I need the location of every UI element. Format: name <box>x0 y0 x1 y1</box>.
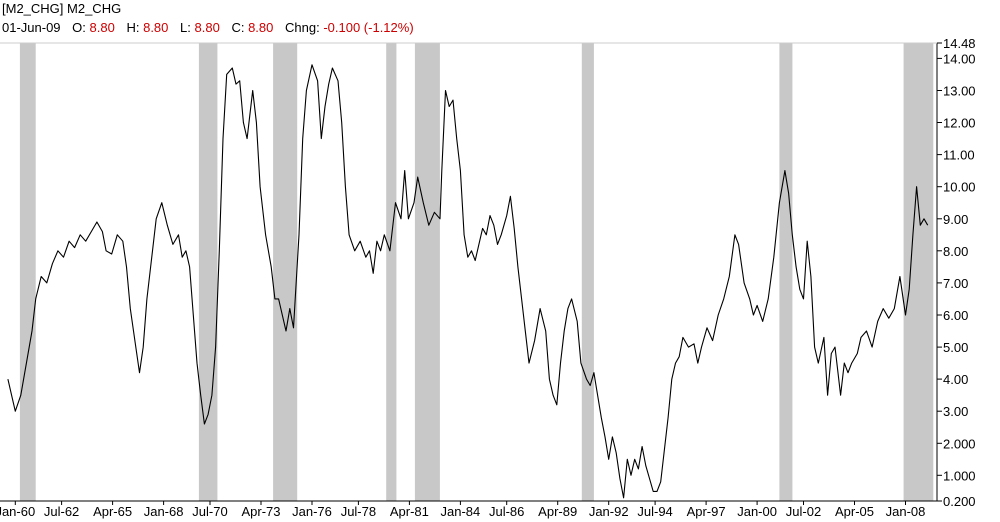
close-label: C: <box>231 20 245 35</box>
x-tick-label: Jan-08 <box>886 504 926 519</box>
x-tick-label: Jul-78 <box>341 504 376 519</box>
low-label: L: <box>180 20 191 35</box>
y-tick-label: 0.200 <box>943 494 976 509</box>
recession-band-6 <box>581 43 594 501</box>
ohlc-readout: 01-Jun-09 O: 8.80 H: 8.80 L: 8.80 C: 8.8… <box>2 20 414 35</box>
y-tick-label: 10.00 <box>943 180 976 195</box>
y-tick-label: 11.00 <box>943 148 975 163</box>
series-line-1 <box>7 64 929 499</box>
y-tick-label: 3.00 <box>943 404 968 419</box>
x-tick-label: Jul-02 <box>786 504 821 519</box>
y-tick-label: 1.000 <box>943 468 976 483</box>
y-tick-label: 5.00 <box>943 340 968 355</box>
x-tick-label: Apr-81 <box>390 504 429 519</box>
y-tick-label: 6.00 <box>943 308 968 323</box>
y-tick-label: 4.00 <box>943 372 968 387</box>
x-tick-label: Jan-60 <box>0 504 35 519</box>
x-tick-label: Jan-68 <box>144 504 184 519</box>
y-tick-label: 8.00 <box>943 244 968 259</box>
recession-band-8 <box>903 43 934 501</box>
recession-band-1 <box>19 43 36 501</box>
x-tick-label: Apr-97 <box>687 504 726 519</box>
x-tick-label: Apr-05 <box>835 504 874 519</box>
high-value: 8.80 <box>143 20 169 35</box>
y-tick-label: 12.00 <box>943 116 976 131</box>
change-value: -0.100 (-1.12%) <box>323 20 414 35</box>
close-value: 8.80 <box>248 20 274 35</box>
x-tick-label: Jan-76 <box>292 504 332 519</box>
date-label: 01-Jun-09 <box>2 20 61 35</box>
recession-band-3 <box>273 43 298 501</box>
x-tick-label: Jan-84 <box>441 504 481 519</box>
y-tick-label: 14.00 <box>943 51 976 66</box>
x-tick-label: Jan-92 <box>589 504 629 519</box>
x-tick-label: Apr-65 <box>93 504 132 519</box>
x-tick-label: Jul-70 <box>192 504 227 519</box>
y-tick-label: 2.000 <box>943 436 976 451</box>
y-tick-label: 13.00 <box>943 84 976 99</box>
x-tick-label: Apr-73 <box>241 504 280 519</box>
x-tick-label: Jul-94 <box>637 504 672 519</box>
x-tick-label: Jul-86 <box>489 504 524 519</box>
high-label: H: <box>126 20 140 35</box>
recession-band-4 <box>386 43 397 501</box>
x-tick-label: Apr-89 <box>538 504 577 519</box>
recession-band-2 <box>198 43 218 501</box>
low-value: 8.80 <box>194 20 220 35</box>
open-label: O: <box>72 20 86 35</box>
recession-band-7 <box>779 43 793 501</box>
change-label: Chng: <box>285 20 320 35</box>
series-name: [M2_CHG] M2_CHG <box>2 1 122 16</box>
open-value: 8.80 <box>89 20 115 35</box>
y-tick-label: 9.00 <box>943 212 968 227</box>
x-tick-label: Jan-00 <box>737 504 777 519</box>
chart-header: [M2_CHG] M2_CHG 01-Jun-09 O: 8.80 H: 8.8… <box>0 0 1000 42</box>
recession-band-5 <box>414 43 440 501</box>
y-tick-label: 7.00 <box>943 276 968 291</box>
x-tick-label: Jul-62 <box>44 504 79 519</box>
